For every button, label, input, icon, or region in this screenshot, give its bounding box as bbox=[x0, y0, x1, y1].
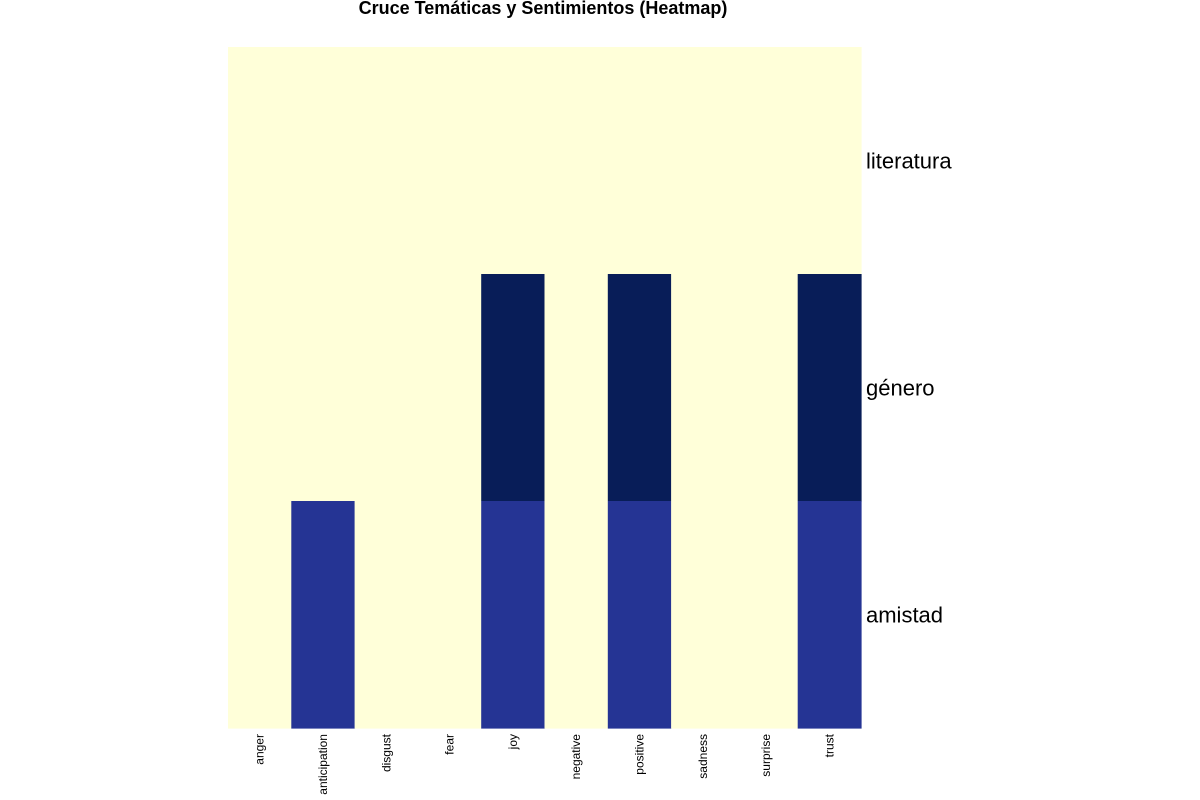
row-label: literatura bbox=[866, 149, 952, 174]
column-label: negative bbox=[569, 734, 583, 780]
column-labels: anger anticipation disgust fear joy negative p… bbox=[253, 733, 837, 794]
heatmap-cell-1-2 bbox=[354, 274, 419, 502]
heatmap-cell-0-4 bbox=[481, 47, 546, 275]
heatmap-cell-1-9 bbox=[797, 274, 862, 502]
column-label: surprise bbox=[759, 734, 773, 777]
heatmap-cell-1-1 bbox=[291, 274, 356, 502]
column-label: positive bbox=[632, 734, 646, 775]
heatmap-cell-1-3 bbox=[417, 274, 482, 502]
heatmap-cell-0-1 bbox=[291, 47, 356, 275]
row-label: género bbox=[866, 376, 935, 401]
heatmap-cell-0-6 bbox=[607, 47, 672, 275]
heatmap-cell-1-8 bbox=[734, 274, 799, 502]
column-label: sadness bbox=[696, 734, 710, 779]
heatmap-cell-2-6 bbox=[607, 501, 672, 729]
heatmap-cell-1-0 bbox=[228, 274, 292, 502]
heatmap-cell-0-9 bbox=[797, 47, 862, 275]
heatmap-cell-0-7 bbox=[671, 47, 735, 275]
heatmap-cell-1-5 bbox=[544, 274, 609, 502]
heatmap-cell-2-2 bbox=[354, 501, 419, 729]
chart-title: Cruce Temáticas y Sentimientos (Heatmap) bbox=[359, 0, 728, 18]
heatmap-cell-2-0 bbox=[228, 501, 292, 729]
row-labels: literatura género amistad bbox=[866, 149, 952, 628]
row-label: amistad bbox=[866, 603, 943, 628]
heatmap-cell-0-3 bbox=[417, 47, 482, 275]
column-label: disgust bbox=[379, 733, 393, 772]
column-label: joy bbox=[506, 734, 520, 750]
column-label: fear bbox=[443, 734, 457, 755]
heatmap-cell-1-7 bbox=[671, 274, 735, 502]
heatmap-cell-2-8 bbox=[734, 501, 799, 729]
heatmap-cells bbox=[228, 47, 862, 729]
heatmap-cell-2-3 bbox=[417, 501, 482, 729]
column-label: trust bbox=[822, 733, 836, 757]
heatmap-cell-1-4 bbox=[481, 274, 546, 502]
column-label: anticipation bbox=[316, 734, 330, 795]
heatmap-cell-2-4 bbox=[481, 501, 546, 729]
heatmap-cell-2-7 bbox=[671, 501, 735, 729]
heatmap-cell-0-2 bbox=[354, 47, 419, 275]
heatmap-cell-2-5 bbox=[544, 501, 609, 729]
heatmap-cell-1-6 bbox=[607, 274, 672, 502]
column-label: anger bbox=[253, 734, 267, 765]
heatmap-cell-0-8 bbox=[734, 47, 799, 275]
heatmap-cell-0-5 bbox=[544, 47, 609, 275]
heatmap-cell-2-9 bbox=[797, 501, 862, 729]
heatmap-cell-0-0 bbox=[228, 47, 292, 275]
heatmap-cell-2-1 bbox=[291, 501, 356, 729]
